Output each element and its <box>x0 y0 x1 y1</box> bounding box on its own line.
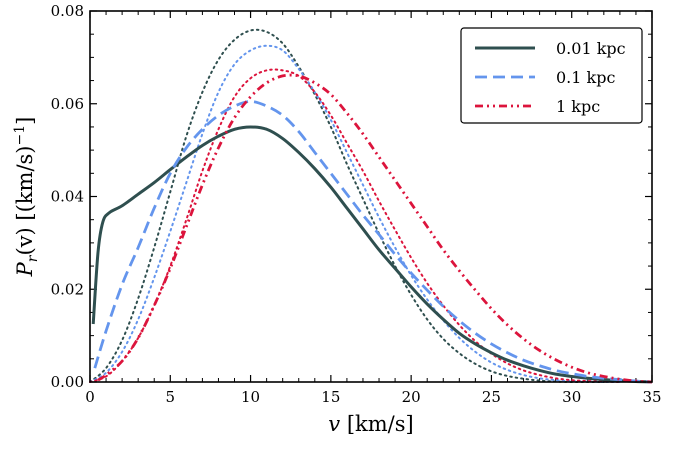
series-line-0-01-kpc <box>91 125 653 384</box>
plot-frame <box>89 10 653 383</box>
series-line-0-1-kpc <box>93 100 653 384</box>
x-tick-label: 5 <box>166 388 176 406</box>
tick-labels-group: 0 5 10 15 20 25 30 35 0.00 0.02 0.04 0.06 0.08 <box>51 2 662 406</box>
x-tick-label: 30 <box>562 388 581 406</box>
x-tick-label: 25 <box>482 388 501 406</box>
y-tick-label: 0.06 <box>51 95 84 113</box>
series-line-dotted-slate <box>89 28 605 384</box>
x-tick-label: 15 <box>321 388 340 406</box>
y-axis-label: Pr(v) [(km/s)−1] <box>12 117 41 278</box>
x-tick-label: 10 <box>241 388 260 406</box>
x-axis-label: v [km/s] <box>328 412 413 436</box>
x-axis-label-unit: [km/s] <box>340 412 414 436</box>
legend-box <box>460 27 643 124</box>
y-axis-label-close: ] <box>13 117 37 125</box>
legend-label: 0.1 kpc <box>556 68 615 87</box>
y-axis-label-arg: (v) <box>13 227 37 255</box>
y-axis-label-symbol: P <box>13 261 37 277</box>
y-tick-label: 0.02 <box>51 280 84 298</box>
y-axis-label-exponent: −1 <box>12 125 28 146</box>
series-line-dotted-blue <box>89 44 621 384</box>
x-tick-label: 0 <box>85 388 95 406</box>
series-line-1-kpc <box>97 73 653 384</box>
x-tick-label: 35 <box>642 388 661 406</box>
series-line-dotted-crimson <box>89 68 621 383</box>
y-tick-label: 0.04 <box>51 188 84 206</box>
x-tick-label: 20 <box>402 388 421 406</box>
legend: 0.01 kpc 0.1 kpc 1 kpc <box>460 27 643 124</box>
x-axis-label-symbol: v <box>328 412 340 436</box>
y-axis-label-subscript: r <box>25 254 41 262</box>
legend-label: 1 kpc <box>556 97 600 116</box>
y-axis-label-unit: [(km/s) <box>13 146 37 228</box>
legend-label: 0.01 kpc <box>556 39 626 58</box>
y-tick-label: 0.00 <box>51 373 84 391</box>
y-tick-label: 0.08 <box>51 2 84 20</box>
series-lines-group <box>89 28 653 384</box>
